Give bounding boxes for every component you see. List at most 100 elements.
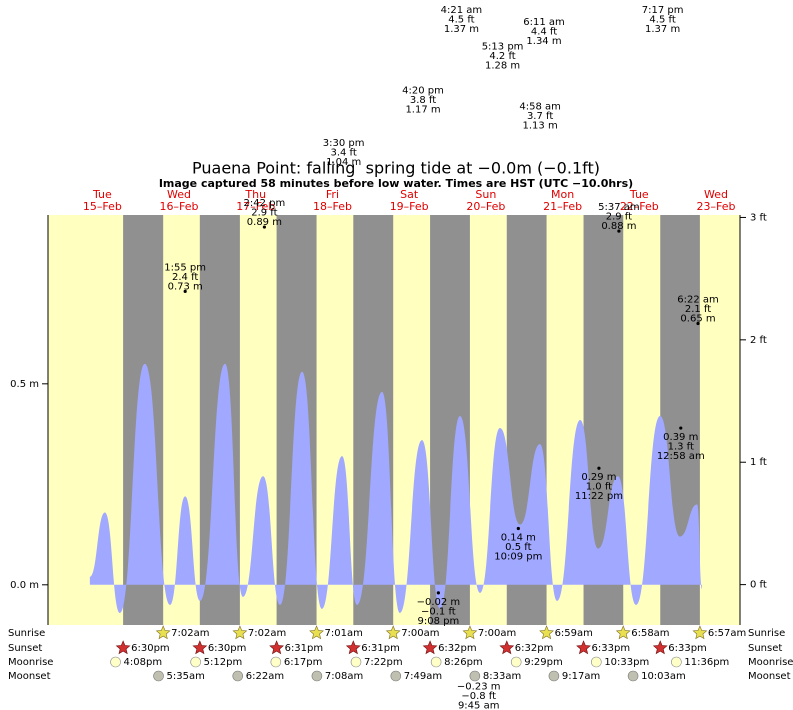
row-label: Moonset bbox=[748, 671, 791, 682]
tide-label: 4.2 ft bbox=[489, 51, 515, 62]
tide-dot bbox=[183, 289, 187, 293]
tide-label: 4:58 am bbox=[519, 102, 561, 113]
tide-label: 3.7 ft bbox=[527, 111, 553, 122]
event-time: 7:00am bbox=[401, 628, 439, 639]
sunrise-icon bbox=[539, 625, 554, 640]
tide-dot bbox=[262, 225, 266, 229]
sunset-icon bbox=[192, 640, 208, 655]
sunrise-icon bbox=[155, 625, 171, 640]
tide-label: −0.8 ft bbox=[461, 691, 496, 702]
day-date: 18–Feb bbox=[313, 200, 352, 213]
tide-label: 1.13 m bbox=[523, 121, 558, 132]
curve-layer bbox=[89, 363, 702, 613]
sunset-icon bbox=[115, 640, 131, 655]
tide-area bbox=[89, 363, 702, 613]
moonset-icon bbox=[390, 670, 402, 682]
event-time: 9:29pm bbox=[524, 657, 563, 668]
event-time: 6:30pm bbox=[208, 643, 247, 654]
tide-label: 7:17 pm bbox=[642, 5, 684, 16]
day-date: 19–Feb bbox=[390, 200, 429, 213]
tide-label: 5:37 am bbox=[598, 202, 640, 213]
tide-dot bbox=[516, 526, 520, 531]
moonrise-icon bbox=[591, 656, 602, 668]
event-time: 10:33pm bbox=[604, 657, 649, 668]
moonrise-icon bbox=[510, 656, 522, 668]
day-date: 16–Feb bbox=[160, 200, 199, 213]
event-time: 8:33am bbox=[483, 671, 521, 682]
event-time: 4:08pm bbox=[124, 657, 163, 668]
tide-label: 9:08 pm bbox=[418, 616, 460, 627]
sunset-icon bbox=[652, 640, 668, 655]
day-date: 17–Feb bbox=[236, 200, 275, 213]
moonrise-icon bbox=[430, 656, 442, 668]
moonset-icon bbox=[153, 670, 164, 682]
event-time: 10:03am bbox=[641, 671, 686, 682]
event-time: 7:00am bbox=[478, 628, 516, 639]
tide-dot bbox=[696, 321, 700, 326]
tide-label: −0.23 m bbox=[457, 681, 501, 692]
tide-label: 3:30 pm bbox=[323, 138, 365, 149]
moonset-icon bbox=[627, 670, 639, 682]
tide-dot bbox=[597, 466, 601, 470]
tide-label: 4.5 ft bbox=[448, 15, 474, 26]
day-name: Wed bbox=[704, 188, 728, 201]
moonrise-icon bbox=[671, 656, 682, 668]
sunrise-icon bbox=[615, 625, 631, 640]
event-time: 5:35am bbox=[167, 671, 205, 682]
day-date: 23–Feb bbox=[697, 200, 736, 213]
event-time: 6:33pm bbox=[592, 643, 631, 654]
tide-label: 0.39 m bbox=[663, 432, 698, 443]
tide-label: 1:55 pm bbox=[164, 262, 206, 273]
moonset-icon bbox=[232, 670, 244, 682]
tide-label: 3.4 ft bbox=[330, 147, 356, 158]
tide-label: 1.3 ft bbox=[668, 442, 694, 453]
sunset-icon bbox=[576, 640, 591, 655]
tide-label: 0.29 m bbox=[581, 472, 616, 483]
tide-label: 1.37 m bbox=[444, 24, 479, 35]
tide-label: 1.28 m bbox=[485, 60, 520, 71]
day-date: 21–Feb bbox=[543, 200, 582, 213]
row-label: Moonrise bbox=[748, 657, 793, 668]
tide-label: 1.34 m bbox=[526, 36, 561, 47]
tide-label: 4.4 ft bbox=[531, 27, 557, 38]
event-time: 7:08am bbox=[325, 671, 363, 682]
moonset-icon bbox=[548, 670, 560, 682]
event-time: 6:59am bbox=[555, 628, 593, 639]
event-time: 6:57am bbox=[708, 628, 746, 639]
event-time: 6:31pm bbox=[361, 643, 400, 654]
row-label: Sunrise bbox=[748, 628, 785, 639]
tide-label: 0.89 m bbox=[247, 217, 282, 228]
tide-label: 4:21 am bbox=[441, 5, 483, 16]
day-name: Sun bbox=[475, 188, 496, 201]
event-time: 11:36pm bbox=[684, 657, 729, 668]
tide-label: 9:45 am bbox=[458, 700, 500, 710]
event-time: 6:31pm bbox=[285, 643, 324, 654]
moonset-icon bbox=[469, 670, 481, 682]
event-time: 7:02am bbox=[171, 628, 209, 639]
tide-label: 4:20 pm bbox=[402, 86, 444, 97]
day-name: Thu bbox=[244, 188, 266, 201]
row-label: Sunrise bbox=[8, 628, 45, 639]
tide-label: 1.04 m bbox=[326, 157, 361, 168]
row-label: Moonrise bbox=[8, 657, 53, 668]
moonrise-icon bbox=[110, 656, 121, 668]
tide-label: 2:42 pm bbox=[244, 198, 286, 209]
tide-label: 2.4 ft bbox=[172, 272, 198, 283]
day-date: 15–Feb bbox=[83, 200, 122, 213]
tide-label: 12:58 am bbox=[657, 451, 705, 462]
tide-label: 4.5 ft bbox=[649, 15, 675, 26]
sunrise-icon bbox=[232, 625, 248, 640]
day-name: Fri bbox=[326, 188, 339, 201]
day-name: Tue bbox=[629, 188, 649, 201]
moonrise-icon bbox=[350, 656, 362, 668]
event-time: 7:49am bbox=[404, 671, 442, 682]
tide-label: 0.73 m bbox=[168, 281, 203, 292]
tide-label: 6:11 am bbox=[523, 17, 565, 28]
labels: Puaena Point: falling spring tide at −0.… bbox=[8, 5, 793, 710]
sunset-icon bbox=[345, 640, 361, 655]
event-time: 7:01am bbox=[325, 628, 363, 639]
day-date: 22–Feb bbox=[620, 200, 659, 213]
moonset-icon bbox=[311, 670, 323, 682]
event-time: 6:22am bbox=[246, 671, 284, 682]
tide-dot bbox=[436, 591, 440, 595]
